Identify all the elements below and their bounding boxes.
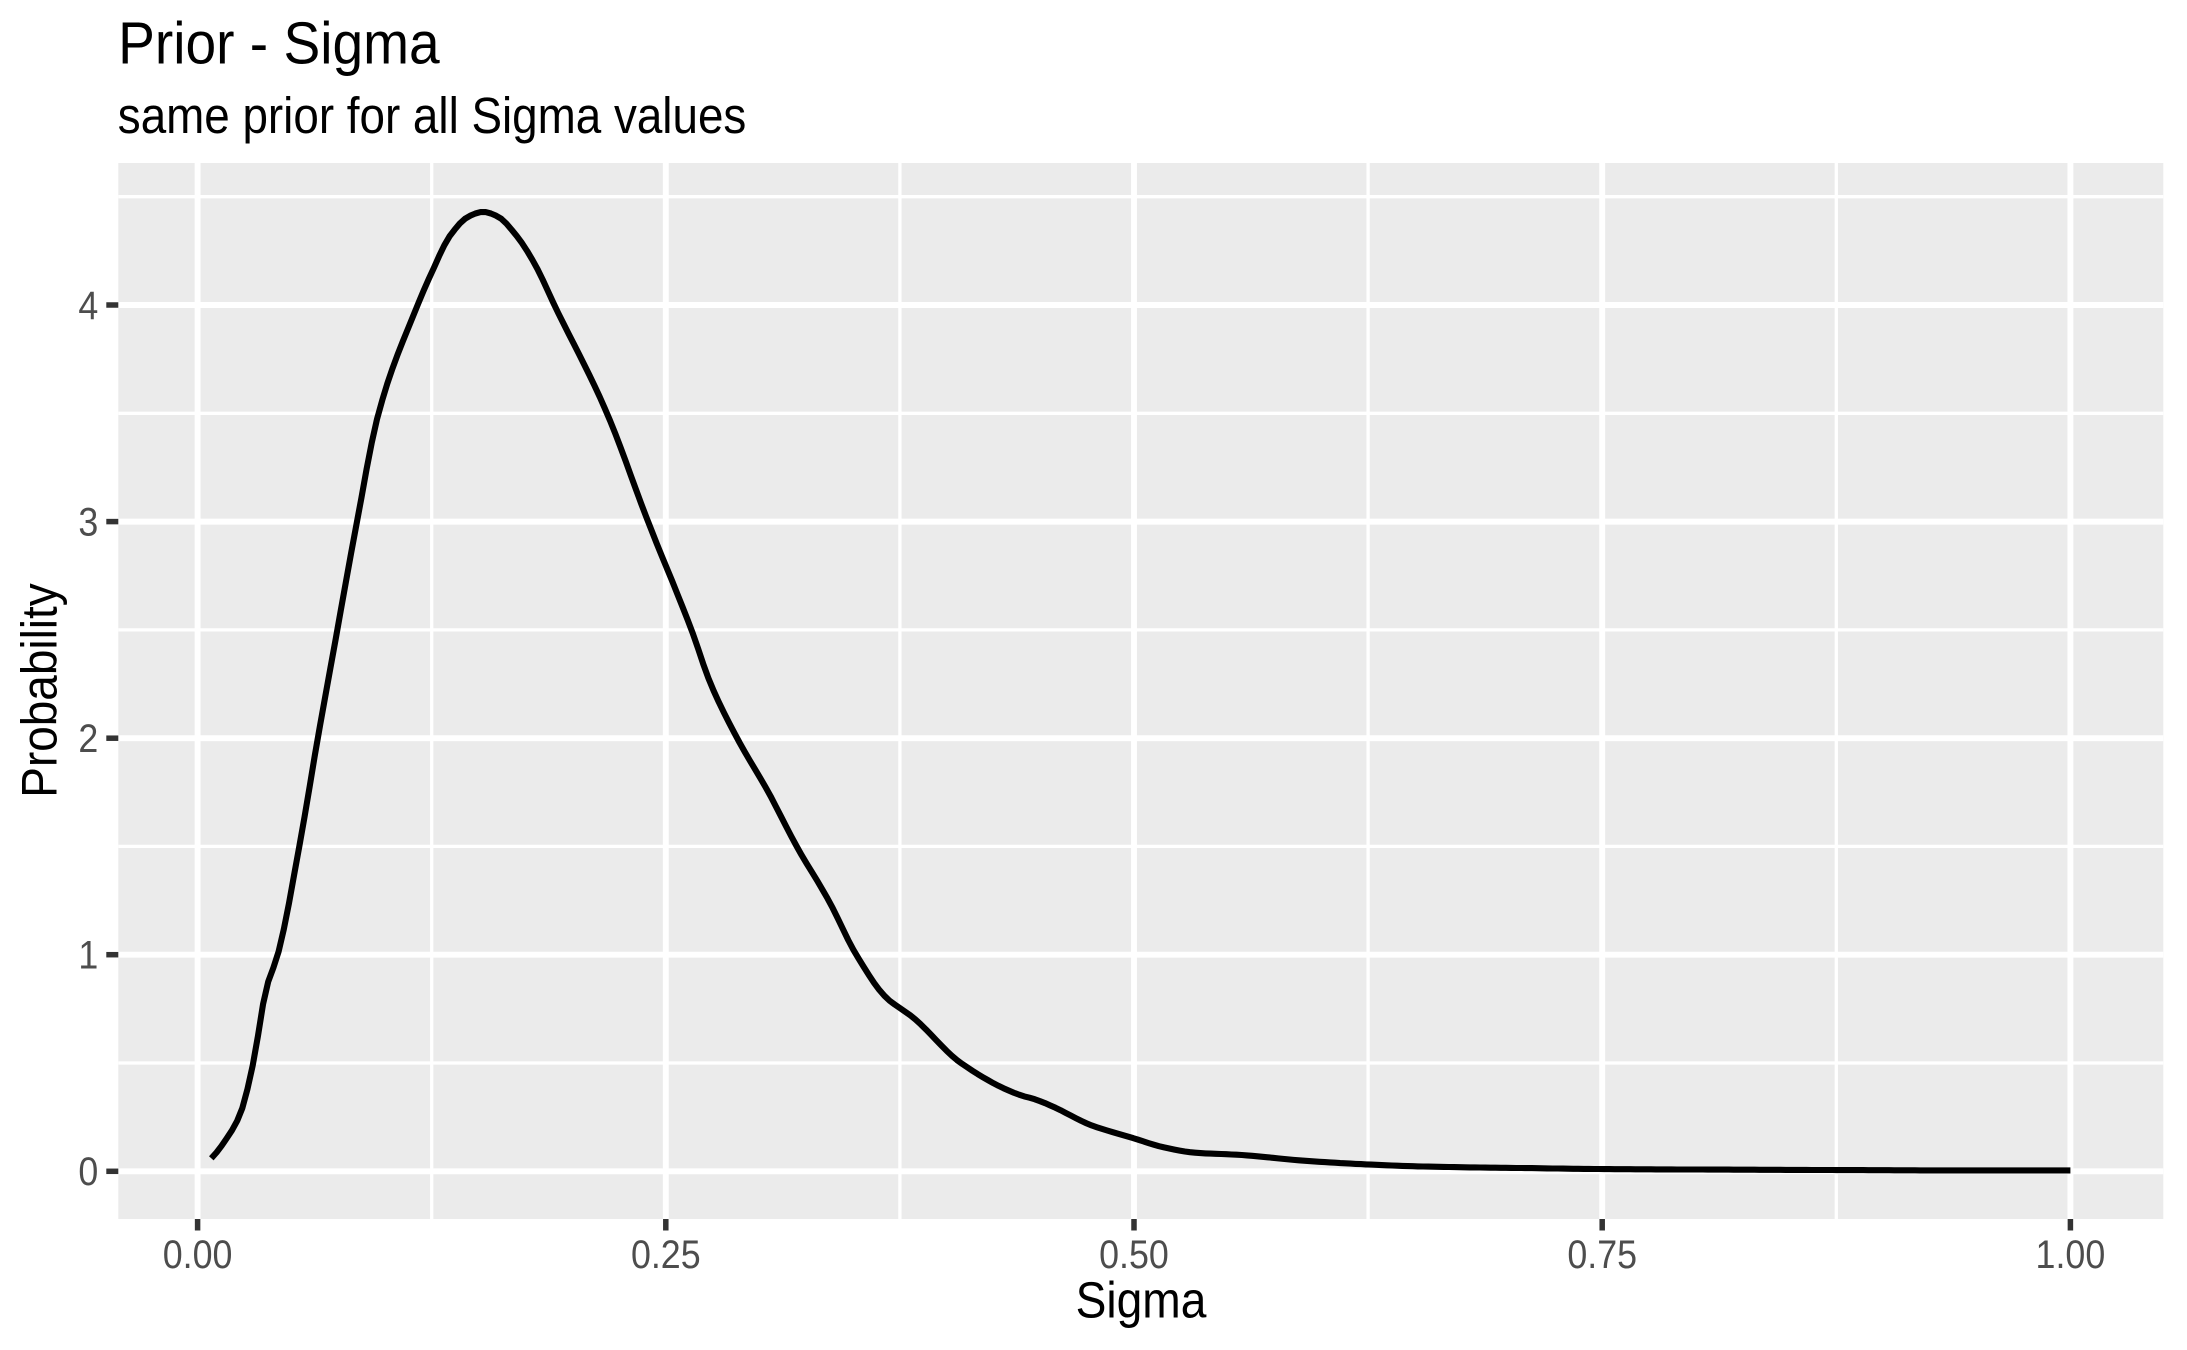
svg-text:4: 4 — [78, 284, 98, 328]
svg-text:0.25: 0.25 — [631, 1233, 701, 1277]
svg-text:0: 0 — [78, 1150, 98, 1194]
svg-text:same prior for all Sigma value: same prior for all Sigma values — [118, 87, 747, 144]
svg-text:Probability: Probability — [11, 583, 67, 797]
svg-text:3: 3 — [78, 500, 98, 544]
svg-text:0.50: 0.50 — [1099, 1233, 1169, 1277]
svg-text:1.00: 1.00 — [2036, 1233, 2106, 1277]
svg-text:Sigma: Sigma — [1076, 1272, 1207, 1329]
svg-text:2: 2 — [78, 717, 98, 761]
svg-text:0.75: 0.75 — [1567, 1233, 1637, 1277]
svg-text:Prior - Sigma: Prior - Sigma — [118, 11, 440, 77]
svg-text:0.00: 0.00 — [163, 1233, 233, 1277]
svg-text:1: 1 — [78, 934, 98, 978]
